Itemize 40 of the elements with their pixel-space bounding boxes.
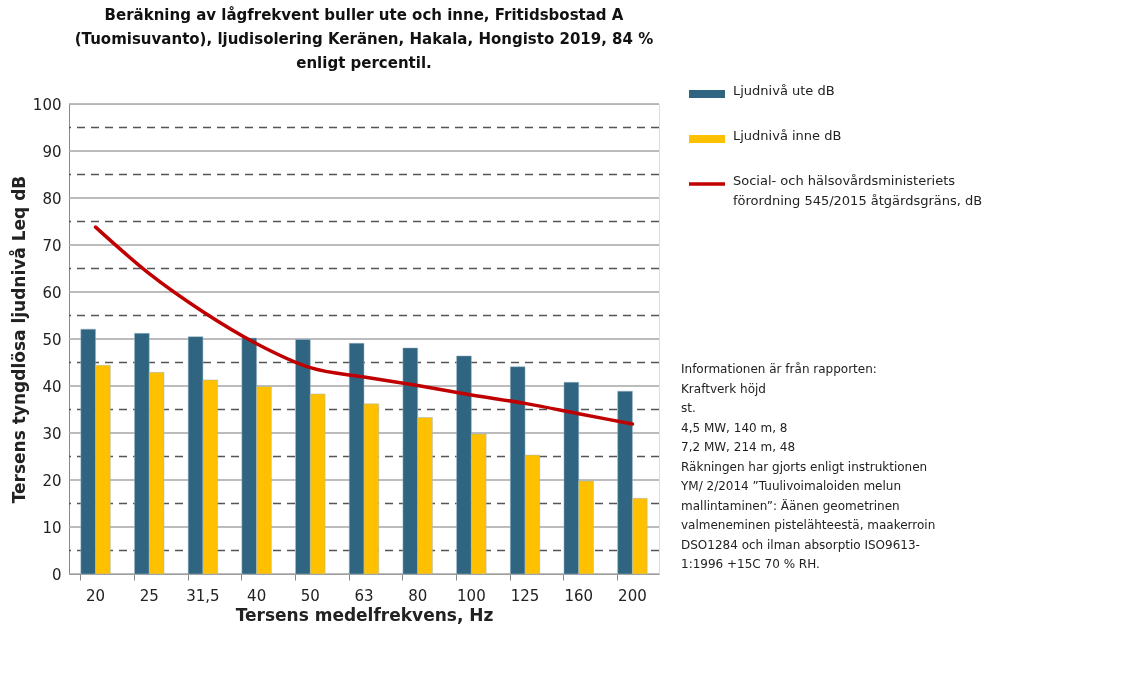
text: Informationen är från rapporten: xyxy=(681,362,877,376)
legend-label: Social- och hälsovårdsministeriets förordning 545/2015 åtgärdsgräns, dB xyxy=(733,173,983,208)
y-tick-label: 80 xyxy=(42,189,62,208)
y-tick-label: 70 xyxy=(42,236,62,255)
x-tick-label: 80 xyxy=(408,586,428,605)
x-tick-label: 100 xyxy=(457,586,486,605)
x-tick-label: 200 xyxy=(618,586,647,605)
legend-label: Ljudnivå inne dB xyxy=(733,128,842,143)
text: 4,5 MW, 140 m, 8 xyxy=(681,420,788,435)
text: st. xyxy=(681,401,696,415)
y-tick-label: 10 xyxy=(42,518,62,537)
x-tick-label: 125 xyxy=(510,586,540,605)
text: 1:1996 +15C 70 % RH. xyxy=(681,557,820,571)
x-axis-title: Tersens medelfrekvens, Hz xyxy=(235,604,494,625)
y-tick-label: 60 xyxy=(42,283,62,302)
text: 7,2 MW, 214 m, 48 xyxy=(681,440,796,454)
x-tick-label: 50 xyxy=(300,586,320,605)
text: Räkningen har gjorts enligt instruktionen xyxy=(681,459,928,474)
x-tick-label: 31,5 xyxy=(186,586,220,605)
text: DSO1284 och ilman absorptio ISO9613- xyxy=(681,537,920,552)
x-tick-label: 25 xyxy=(139,586,159,605)
y-tick-label: 90 xyxy=(42,142,62,161)
y-tick-label: 20 xyxy=(42,471,62,490)
x-tick-label: 160 xyxy=(564,586,594,605)
y-axis-title: Tersens tyngdlösa ljudnivå Leq dB xyxy=(7,175,29,504)
text: valmeneminen pistelähteestä, maakerroin xyxy=(681,518,936,532)
line-series xyxy=(93,225,635,426)
x-tick-label: 20 xyxy=(86,586,106,605)
chart-title: Beräkning av lågfrekvent buller ute och inne, Fritidsbostad A (Tuomisuvanto), ljudisolering Keränen, Hakala, Hongisto 2019, 84 % enligt percentil. xyxy=(74,6,654,72)
y-tick-label: 50 xyxy=(42,330,62,349)
y-tick-label: 30 xyxy=(42,424,62,443)
y-tick-label: 100 xyxy=(32,95,62,114)
x-tick-label: 40 xyxy=(247,586,267,605)
text: YM/ 2/2014 ”Tuulivoimaloiden melun xyxy=(680,479,902,493)
y-tick-label: 0 xyxy=(51,565,62,584)
legend-label: Ljudnivå ute dB xyxy=(733,83,835,98)
x-tick-label: 63 xyxy=(354,586,374,605)
y-tick-label: 40 xyxy=(42,377,62,396)
text: mallintaminen”: Äänen geometrinen xyxy=(681,497,900,513)
text: Kraftverk höjd xyxy=(681,381,766,396)
